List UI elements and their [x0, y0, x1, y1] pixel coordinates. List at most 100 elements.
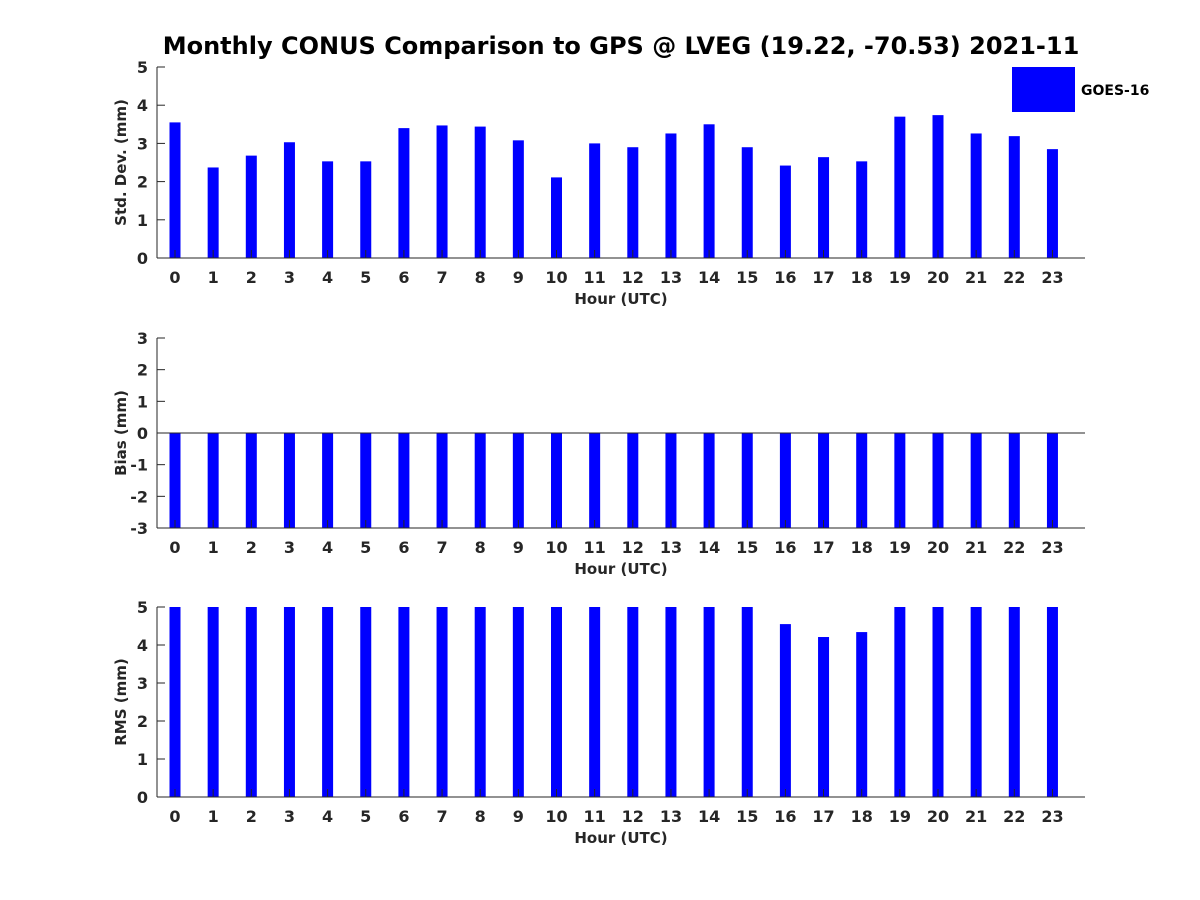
legend-label: GOES-16 — [1081, 83, 1149, 99]
x-tick-label: 6 — [398, 807, 409, 826]
y-tick-label: 1 — [137, 211, 148, 230]
x-tick-label: 2 — [246, 538, 257, 557]
bar — [703, 124, 715, 258]
x-tick-label: 13 — [660, 268, 682, 287]
x-tick-label: 9 — [513, 807, 524, 826]
bar — [245, 155, 257, 258]
x-tick-label: 3 — [284, 268, 295, 287]
y-tick-label: 2 — [137, 361, 148, 380]
x-tick-label: 23 — [1041, 268, 1063, 287]
bar — [207, 433, 219, 528]
y-tick-label: 2 — [137, 712, 148, 731]
x-tick-label: 19 — [889, 268, 911, 287]
y-tick-label: -2 — [130, 487, 148, 506]
bar — [818, 637, 830, 797]
x-tick-label: 0 — [169, 268, 180, 287]
x-tick-label: 21 — [965, 807, 987, 826]
x-tick-label: 3 — [284, 807, 295, 826]
bar — [360, 433, 372, 528]
y-tick-label: -1 — [130, 456, 148, 475]
x-tick-label: 11 — [584, 268, 606, 287]
bar — [932, 607, 944, 797]
bar — [665, 607, 677, 797]
x-tick-label: 15 — [736, 807, 758, 826]
y-tick-label: 2 — [137, 173, 148, 192]
x-tick-label: 21 — [965, 268, 987, 287]
y-axis-label: Std. Dev. (mm) — [112, 99, 130, 226]
x-tick-label: 2 — [246, 268, 257, 287]
bar — [436, 607, 448, 797]
x-tick-label: 5 — [360, 807, 371, 826]
x-tick-label: 20 — [927, 807, 949, 826]
bar — [398, 607, 410, 797]
x-tick-label: 19 — [889, 538, 911, 557]
chart-title: Monthly CONUS Comparison to GPS @ LVEG (… — [163, 32, 1080, 60]
x-tick-label: 5 — [360, 268, 371, 287]
bar — [1008, 433, 1020, 528]
y-tick-label: 3 — [137, 674, 148, 693]
x-axis-label: Hour (UTC) — [574, 560, 667, 578]
x-tick-label: 10 — [545, 268, 567, 287]
x-tick-label: 1 — [208, 538, 219, 557]
bar — [970, 133, 982, 258]
x-tick-label: 2 — [246, 807, 257, 826]
bar — [436, 125, 448, 258]
bar — [474, 126, 486, 258]
bar — [322, 607, 334, 797]
x-tick-label: 4 — [322, 268, 333, 287]
x-tick-label: 10 — [545, 538, 567, 557]
bar — [360, 607, 372, 797]
y-tick-label: 1 — [137, 750, 148, 769]
x-tick-label: 14 — [698, 268, 720, 287]
x-tick-label: 18 — [851, 538, 873, 557]
bar — [856, 433, 868, 528]
bar — [665, 133, 677, 258]
x-tick-label: 17 — [812, 538, 834, 557]
bar — [856, 161, 868, 258]
bar — [894, 607, 906, 797]
bar — [169, 433, 181, 528]
x-tick-label: 17 — [812, 268, 834, 287]
x-tick-label: 0 — [169, 807, 180, 826]
bar — [627, 433, 639, 528]
bar — [512, 607, 524, 797]
x-tick-label: 22 — [1003, 268, 1025, 287]
x-tick-label: 7 — [436, 538, 447, 557]
bar — [779, 165, 791, 258]
bar — [741, 433, 753, 528]
y-tick-label: 3 — [137, 329, 148, 348]
y-axis-label: Bias (mm) — [112, 390, 130, 476]
x-axis-label: Hour (UTC) — [574, 290, 667, 308]
bar — [283, 433, 295, 528]
bar — [894, 433, 906, 528]
x-tick-label: 16 — [774, 268, 796, 287]
bar — [474, 433, 486, 528]
x-tick-label: 23 — [1041, 807, 1063, 826]
bar — [1008, 607, 1020, 797]
bar — [779, 433, 791, 528]
bar — [169, 122, 181, 258]
bar — [436, 433, 448, 528]
x-tick-label: 18 — [851, 268, 873, 287]
x-tick-label: 20 — [927, 538, 949, 557]
bar — [512, 433, 524, 528]
bar — [398, 433, 410, 528]
bar — [245, 607, 257, 797]
legend: GOES-16 — [1012, 67, 1149, 112]
x-tick-label: 16 — [774, 538, 796, 557]
bar — [856, 632, 868, 797]
x-tick-label: 12 — [622, 538, 644, 557]
y-tick-label: 5 — [137, 598, 148, 617]
bar — [245, 433, 257, 528]
x-tick-label: 0 — [169, 538, 180, 557]
bar — [665, 433, 677, 528]
y-tick-label: 0 — [137, 424, 148, 443]
x-tick-label: 11 — [584, 807, 606, 826]
y-axis-label: RMS (mm) — [112, 658, 130, 745]
x-tick-label: 1 — [208, 268, 219, 287]
legend-swatch — [1012, 67, 1075, 112]
bar — [207, 607, 219, 797]
x-tick-label: 15 — [736, 538, 758, 557]
x-tick-label: 14 — [698, 538, 720, 557]
